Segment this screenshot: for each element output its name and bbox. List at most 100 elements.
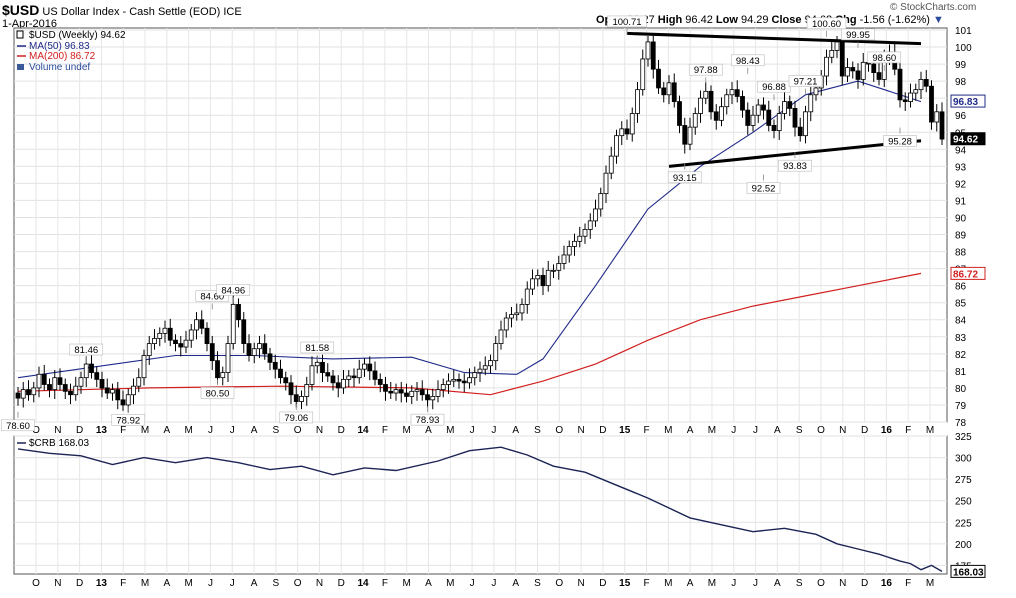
- crb-axis-tick: 300: [955, 454, 972, 465]
- candle-body: [871, 63, 877, 74]
- candle-body: [162, 327, 168, 334]
- candle-body: [272, 361, 278, 370]
- annotation-box: [667, 171, 702, 184]
- candle-body: [220, 372, 226, 379]
- candle-body: [356, 368, 362, 379]
- price-x-tick: D: [76, 425, 83, 436]
- legend-main-swatch: [16, 30, 24, 39]
- price-x-tick: A: [687, 425, 694, 436]
- candle-body: [309, 365, 315, 385]
- candle-body: [52, 377, 58, 391]
- candle-body: [734, 89, 740, 97]
- candle-body: [230, 303, 236, 344]
- candle-body: [194, 319, 199, 331]
- candle-body: [367, 363, 373, 372]
- dropdown-arrow-icon[interactable]: ▼: [933, 14, 944, 26]
- candle-body: [146, 343, 152, 356]
- price-x-tick: O: [555, 425, 563, 436]
- candle-body: [414, 389, 420, 392]
- crb-x-tick: 13: [96, 578, 108, 589]
- candle-body: [20, 389, 26, 399]
- candle-body: [598, 193, 604, 210]
- annotation-box: [111, 414, 146, 426]
- candle-body: [262, 343, 268, 355]
- price-axis-tick: 83: [955, 333, 967, 344]
- candle-body: [320, 361, 325, 373]
- candle-body: [404, 392, 409, 397]
- candle-body: [939, 111, 945, 140]
- legend-main: $USD (Weekly) 94.62 MA(50) 96.83 MA(200)…: [16, 30, 126, 73]
- price-x-tick: N: [839, 425, 846, 436]
- candle-body: [692, 113, 698, 128]
- candle-body: [178, 343, 184, 348]
- candle-body: [813, 87, 819, 96]
- candle-body: [934, 111, 940, 123]
- crb-panel-frame: [13, 435, 948, 575]
- crb-x-tick: M: [403, 578, 411, 589]
- candle-body: [278, 368, 283, 379]
- price-axis-tick: 79: [955, 401, 967, 412]
- candle-body: [257, 343, 262, 350]
- price-x-tick: D: [861, 425, 868, 436]
- annotation-box: [746, 182, 781, 194]
- instrument-name: US Dollar Index - Cash Settle (EOD) ICE: [42, 6, 242, 18]
- candle-body: [929, 85, 934, 123]
- price-axis-tick: 82: [955, 350, 967, 361]
- candle-body: [551, 269, 556, 272]
- annotation-box: [730, 54, 765, 67]
- annotation-label: 98.43: [736, 56, 760, 67]
- price-axis-tick: 100: [955, 43, 972, 54]
- candle-body: [582, 229, 588, 237]
- candle-body: [561, 254, 567, 264]
- crb-x-tick: A: [687, 578, 694, 589]
- crb-x-tick: N: [578, 578, 585, 589]
- crb-x-tick: F: [905, 578, 911, 589]
- crb-x-tick: J: [491, 578, 496, 589]
- annotation-label: 78.93: [416, 415, 440, 426]
- crb-x-tick: N: [54, 578, 61, 589]
- crb-x-tick: S: [796, 578, 803, 589]
- candle-body: [787, 101, 793, 109]
- annotation-label: 93.83: [783, 161, 807, 172]
- candle-body: [808, 94, 814, 113]
- candle-body: [776, 113, 782, 131]
- crb-x-tick: D: [76, 578, 83, 589]
- legend-main-text: $USD (Weekly) 94.62: [29, 30, 126, 41]
- price-axis-tick: 92: [955, 179, 967, 190]
- annotation-label: 78.92: [116, 415, 140, 426]
- annotation-box: [788, 75, 823, 87]
- candle-body: [855, 70, 861, 80]
- crb-x-tick: A: [163, 578, 170, 589]
- candle-body: [26, 389, 31, 396]
- candle-body: [120, 399, 126, 406]
- crb-x-tick: S: [534, 578, 541, 589]
- candle-body: [110, 389, 115, 394]
- candle-body: [288, 382, 294, 396]
- candle-body: [136, 377, 142, 387]
- annotation-box: [607, 15, 647, 28]
- candle-body: [488, 360, 493, 367]
- crb-x-tick: D: [338, 578, 345, 589]
- price-x-tick: S: [534, 425, 541, 436]
- price-x-tick: 13: [96, 425, 108, 436]
- candle-body: [152, 338, 157, 345]
- candle-body: [745, 109, 751, 126]
- annotation-label: 95.28: [888, 136, 912, 147]
- annotation-box: [883, 135, 917, 147]
- candle-body: [498, 329, 504, 344]
- candle-body: [383, 384, 388, 392]
- crb-x-tick: S: [273, 578, 280, 589]
- annotation-label: 80.50: [206, 388, 230, 399]
- annotation-label: 100.71: [612, 17, 641, 28]
- candle-body: [167, 327, 173, 341]
- candle-body: [31, 387, 37, 396]
- price-x-tick: J: [470, 425, 475, 436]
- price-last-badge-text: 94.62: [953, 135, 978, 146]
- candle-body: [656, 68, 661, 89]
- crb-x-tick: F: [382, 578, 388, 589]
- candle-body: [619, 128, 625, 137]
- price-x-tick: N: [578, 425, 585, 436]
- annotation-box: [410, 413, 445, 426]
- candle-body: [246, 343, 252, 356]
- candle-body: [47, 384, 52, 391]
